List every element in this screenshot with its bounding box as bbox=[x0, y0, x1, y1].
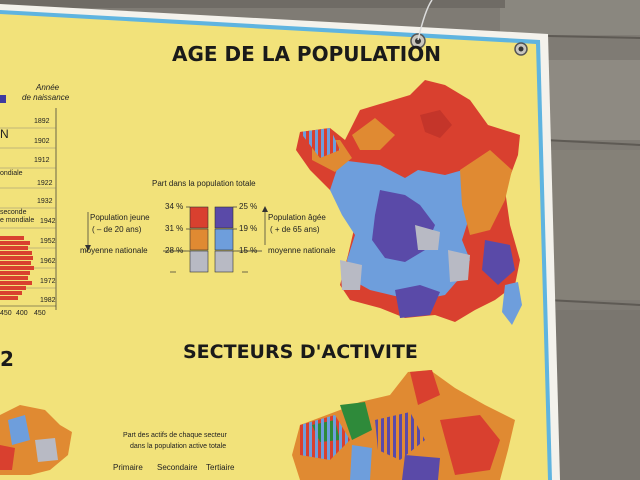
legend-moyenne-right: moyenne nationale bbox=[268, 246, 336, 255]
year-tick: 1972 bbox=[40, 278, 56, 285]
year-tick: 1892 bbox=[34, 118, 50, 125]
legend-agee-age: ( + de 65 ans) bbox=[270, 225, 320, 234]
france-map-activite bbox=[292, 370, 515, 480]
poster-sheet bbox=[0, 4, 560, 480]
legend-moyenne-left: moyenne nationale bbox=[80, 246, 148, 255]
x-tick: 450 bbox=[0, 310, 12, 317]
year-tick: 1962 bbox=[40, 258, 56, 265]
section-number: 2 bbox=[0, 347, 14, 371]
activite-heading-1: Part des actifs de chaque secteur bbox=[123, 432, 227, 439]
year-tick: 1952 bbox=[40, 238, 56, 245]
left-value: 31 % bbox=[165, 224, 184, 233]
sector-label: Primaire bbox=[113, 463, 143, 472]
year-tick: 1932 bbox=[37, 198, 53, 205]
naissance-label: de naissance bbox=[22, 93, 70, 102]
age-pyramid-fragment bbox=[0, 95, 57, 310]
map-fragment-left bbox=[0, 405, 72, 475]
hanging-wire bbox=[417, 0, 433, 41]
war-label-2a: seconde bbox=[0, 209, 27, 216]
right-value: 15 % bbox=[239, 246, 258, 255]
pyramid-letter: N bbox=[0, 127, 9, 141]
year-tick: 1982 bbox=[40, 297, 56, 304]
legend-heading: Part dans la population totale bbox=[152, 179, 256, 188]
sector-label: Tertiaire bbox=[206, 463, 235, 472]
activite-heading-2: dans la population active totale bbox=[130, 443, 227, 450]
x-tick: 400 bbox=[16, 310, 28, 317]
war-label-1: ondiale bbox=[0, 170, 23, 177]
legend-agee: Population âgée bbox=[268, 213, 326, 222]
title-age-population: AGE DE LA POPULATION bbox=[172, 42, 441, 66]
annee-label: Année bbox=[36, 83, 60, 92]
year-tick: 1912 bbox=[34, 157, 50, 164]
left-value: 28 % bbox=[165, 246, 184, 255]
legend-jeune: Population jeune bbox=[90, 213, 150, 222]
year-tick: 1922 bbox=[37, 180, 53, 187]
right-value: 25 % bbox=[239, 202, 258, 211]
legend-jeune-age: ( – de 20 ans) bbox=[92, 225, 142, 234]
x-tick: 450 bbox=[34, 310, 46, 317]
right-value: 19 % bbox=[239, 224, 258, 233]
title-secteurs-activite: SECTEURS D'ACTIVITE bbox=[183, 341, 418, 363]
left-value: 34 % bbox=[165, 202, 184, 211]
age-legend-bars bbox=[85, 206, 268, 273]
year-tick: 1902 bbox=[34, 138, 50, 145]
war-label-2b: e mondiale bbox=[0, 217, 35, 224]
france-map-age bbox=[296, 80, 522, 325]
sector-label: Secondaire bbox=[157, 463, 198, 472]
year-tick: 1942 bbox=[40, 218, 56, 225]
